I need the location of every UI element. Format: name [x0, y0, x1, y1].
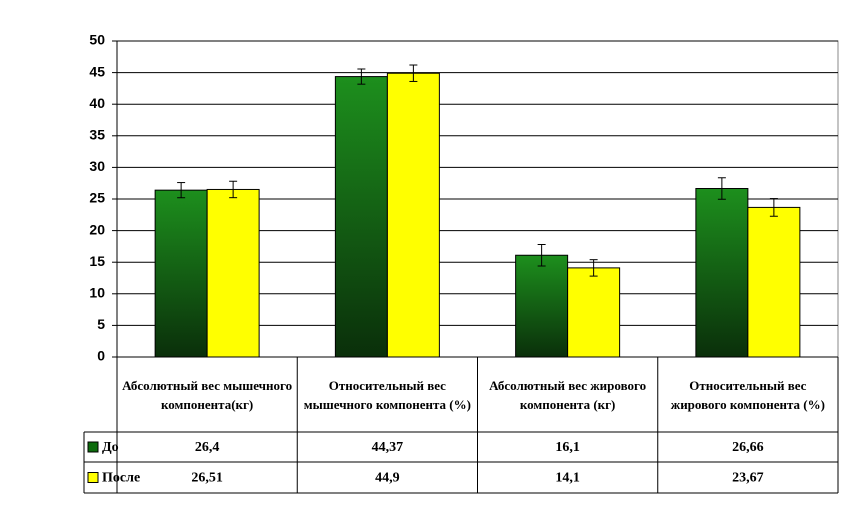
x-tick-label-box: Относительный вес мышечного компонента (… — [303, 377, 471, 412]
data-table-value: 14,1 — [555, 471, 580, 486]
data-table-value: 26,66 — [732, 440, 764, 455]
bar — [567, 267, 621, 358]
bar — [747, 206, 801, 358]
legend-label: После — [102, 471, 140, 486]
y-tick-label: 0 — [97, 348, 105, 364]
legend-key — [87, 472, 99, 483]
error-bar — [409, 64, 418, 82]
y-tick-label: 50 — [89, 32, 105, 48]
bar — [334, 76, 388, 358]
error-bar — [177, 182, 186, 199]
error-bar — [769, 198, 778, 217]
x-tick-label-box: Относительный вес жирового компонента (%… — [670, 377, 825, 412]
legend-label: До — [102, 440, 119, 455]
bar — [154, 189, 208, 358]
y-tick-label: 5 — [97, 316, 105, 332]
y-tick-label: 10 — [89, 285, 105, 301]
x-tick-label: Абсолютный вес мышечного компонента(кг) — [122, 377, 293, 412]
bar — [695, 188, 749, 358]
x-tick-label-box: Абсолютный вес жирового компонента (кг) — [489, 377, 647, 412]
error-bar — [589, 259, 598, 277]
data-table-value: 44,9 — [375, 471, 400, 486]
data-table-value: 16,1 — [555, 440, 580, 455]
error-bar — [717, 177, 726, 200]
y-tick-label: 45 — [89, 63, 105, 79]
error-bar — [229, 180, 238, 199]
y-tick-label: 30 — [89, 158, 105, 174]
error-bar — [537, 244, 546, 267]
data-table-value: 44,37 — [372, 440, 404, 455]
bar — [386, 72, 440, 358]
bar — [206, 188, 260, 358]
data-table-value: 23,67 — [732, 471, 764, 486]
error-bar — [357, 68, 366, 85]
y-tick-label: 35 — [89, 127, 105, 143]
x-tick-label: Относительный вес жирового компонента (%… — [670, 377, 825, 412]
y-tick-label: 15 — [89, 253, 105, 269]
data-table-value: 26,4 — [195, 440, 220, 455]
data-table-value: 26,51 — [191, 471, 223, 486]
bar — [515, 254, 569, 358]
x-tick-label-box: Абсолютный вес мышечного компонента(кг) — [122, 377, 293, 412]
y-tick-label: 40 — [89, 95, 105, 111]
y-tick-label: 25 — [89, 190, 105, 206]
x-tick-label: Относительный вес мышечного компонента (… — [303, 377, 471, 412]
legend-key — [87, 441, 99, 453]
y-tick-label: 20 — [89, 221, 105, 237]
x-tick-label: Абсолютный вес жирового компонента (кг) — [489, 377, 647, 412]
